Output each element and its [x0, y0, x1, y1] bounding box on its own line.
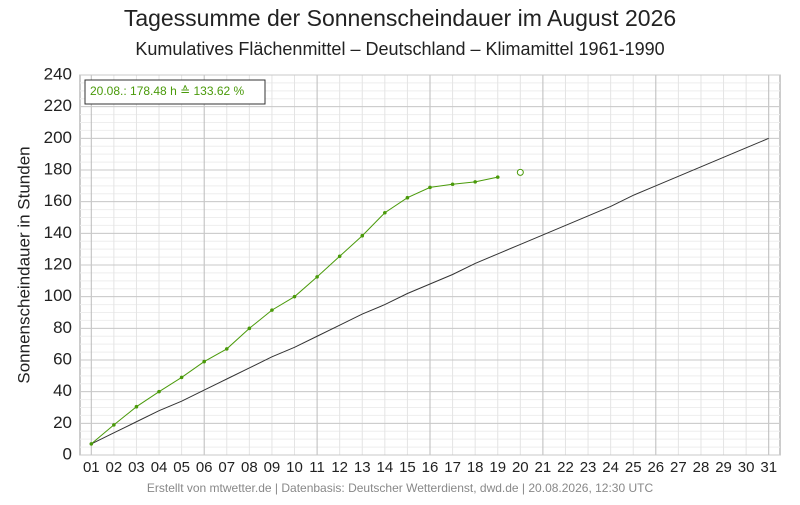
- y-tick-label: 240: [44, 64, 72, 83]
- x-tick-label: 12: [331, 459, 348, 476]
- current-marker: [516, 168, 524, 176]
- y-tick-label: 160: [44, 191, 72, 210]
- x-tick-label: 18: [467, 459, 484, 476]
- y-tick-label: 60: [53, 349, 72, 368]
- x-tick-label: 11: [309, 459, 325, 476]
- annotation: 20.08.: 178.48 h ≙ 133.62 %: [90, 84, 245, 98]
- y-tick-label: 200: [44, 128, 72, 147]
- x-tick-label: 17: [444, 459, 461, 476]
- series-line: [91, 137, 769, 445]
- x-tick-label: 20: [512, 459, 529, 476]
- x-tick-label: 05: [173, 459, 190, 476]
- point: [134, 404, 139, 409]
- x-tick-label: 06: [196, 459, 213, 476]
- point: [450, 182, 455, 187]
- point: [360, 233, 365, 238]
- y-tick-label: 220: [44, 96, 72, 115]
- x-tick-label: 02: [106, 459, 123, 476]
- x-tick-label: 24: [602, 459, 619, 476]
- x-tick-label: 22: [557, 459, 574, 476]
- x-tick-label: 21: [535, 459, 552, 476]
- point: [495, 175, 500, 179]
- y-tick-label: 40: [53, 381, 72, 400]
- y-tick-label: 100: [44, 286, 72, 305]
- x-tick-label: 08: [241, 459, 258, 476]
- x-tick-label: 31: [760, 459, 777, 476]
- chart-title: Tagessumme der Sonnenscheindauer im Augu…: [124, 5, 676, 31]
- point: [383, 210, 387, 215]
- x-tick-label: 28: [693, 459, 710, 476]
- x-tick-label: 07: [218, 459, 235, 476]
- footer: Erstellt von mtwetter.de | Datenbasis: D…: [147, 481, 654, 495]
- point: [315, 275, 319, 279]
- x-tick-label: 15: [399, 459, 416, 476]
- point: [292, 294, 297, 299]
- x-tick-label: 10: [286, 459, 303, 476]
- x-tick-label: 23: [580, 459, 597, 476]
- y-tick-label: 20: [53, 413, 72, 432]
- x-tick-label: 27: [670, 459, 687, 476]
- y-axis-label: Sonnenscheindauer in Stunden: [14, 146, 33, 383]
- x-tick-label: 14: [376, 459, 393, 476]
- point: [224, 347, 229, 351]
- x-tick-label: 03: [128, 459, 145, 476]
- y-tick-label: 80: [53, 318, 72, 337]
- point: [89, 442, 94, 446]
- point: [179, 375, 184, 380]
- x-tick-label: 09: [264, 459, 281, 476]
- point: [270, 308, 274, 312]
- x-tick-label: 26: [647, 459, 664, 476]
- point: [157, 389, 161, 394]
- point: [473, 180, 477, 184]
- point: [337, 254, 342, 259]
- chart-subtitle: Kumulatives Flächenmittel – Deutschland …: [135, 39, 664, 59]
- x-tick-label: 25: [625, 459, 642, 476]
- y-tick-label: 140: [44, 223, 72, 242]
- point: [428, 185, 432, 190]
- x-tick-label: 16: [422, 459, 439, 476]
- y-tick-label: 0: [63, 444, 72, 463]
- x-tick-label: 04: [151, 459, 168, 476]
- x-tick-label: 30: [738, 459, 755, 476]
- y-tick-label: 120: [44, 254, 72, 273]
- point: [112, 423, 116, 427]
- point: [202, 359, 206, 364]
- x-tick-label: 13: [354, 459, 371, 476]
- point: [247, 326, 252, 331]
- annotation-box: [84, 79, 266, 105]
- x-tick-label: 19: [489, 459, 506, 476]
- x-tick-label: 29: [715, 459, 732, 476]
- x-tick-label: 01: [83, 459, 100, 476]
- point: [405, 195, 410, 200]
- y-tick-label: 180: [44, 159, 72, 178]
